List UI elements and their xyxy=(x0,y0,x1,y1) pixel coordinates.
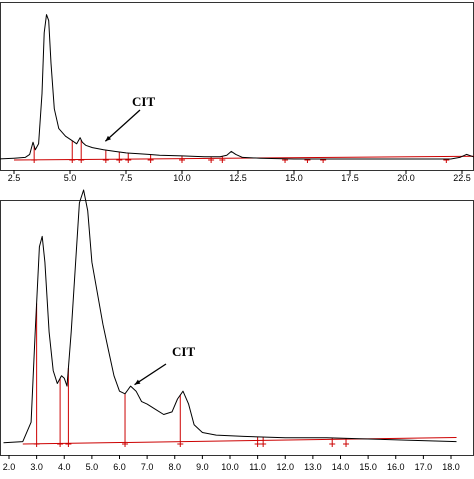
x-tick-label: 9.0 xyxy=(196,462,209,472)
x-tick-label: 5.0 xyxy=(86,462,99,472)
chart-panel-1: 2.5 5.0 7.5 10.0 12.5 15.0 17.5 20.0 22.5 CIT xyxy=(0,2,474,183)
x-tick-label: 10.0 xyxy=(173,173,191,183)
chromatogram-trace xyxy=(3,189,457,444)
plot-frame xyxy=(0,2,474,171)
x-tick-label: 17.0 xyxy=(415,462,433,472)
x-tick-label: 2.5 xyxy=(8,173,21,183)
annotation-arrowhead xyxy=(134,379,141,385)
integration-baseline xyxy=(22,437,457,445)
annotation-arrow xyxy=(104,109,141,142)
x-tick-label: 12.0 xyxy=(276,462,294,472)
x-tick-label: 6.0 xyxy=(113,462,126,472)
x-tick-label: 5.0 xyxy=(64,173,77,183)
x-tick-label: 12.5 xyxy=(229,173,247,183)
x-tick-label: 2.0 xyxy=(3,462,16,472)
x-tick-label: 14.0 xyxy=(332,462,350,472)
x-tick-label: 16.0 xyxy=(387,462,405,472)
x-tick-label: 11.0 xyxy=(249,462,266,472)
chromatogram-trace xyxy=(0,14,474,160)
x-tick-label: 10.0 xyxy=(221,462,239,472)
x-tick-label: 7.0 xyxy=(141,462,154,472)
x-tick-label: 18.0 xyxy=(442,462,460,472)
annotation-arrowhead xyxy=(105,135,112,142)
chart-panel-2: 2.0 3.0 4.0 5.0 6.0 7.0 8.0 9.0 10.0 11.0 12.0 13.0… xyxy=(0,189,474,472)
x-tick-label: 4.0 xyxy=(58,462,71,472)
annotation-label: CIT xyxy=(172,344,195,359)
x-tick-label: 17.5 xyxy=(341,173,359,183)
x-tick-label: 20.0 xyxy=(397,173,415,183)
annotation-label: CIT xyxy=(132,94,155,109)
x-tick-label: 3.0 xyxy=(30,462,43,472)
x-tick-label: 22.5 xyxy=(453,173,471,183)
x-tick-label: 7.5 xyxy=(120,173,133,183)
x-tick-label: 15.0 xyxy=(359,462,377,472)
x-tick-label: 15.0 xyxy=(285,173,303,183)
x-tick-label: 13.0 xyxy=(304,462,322,472)
x-tick-label: 8.0 xyxy=(168,462,181,472)
annotation-arrow xyxy=(134,363,167,386)
